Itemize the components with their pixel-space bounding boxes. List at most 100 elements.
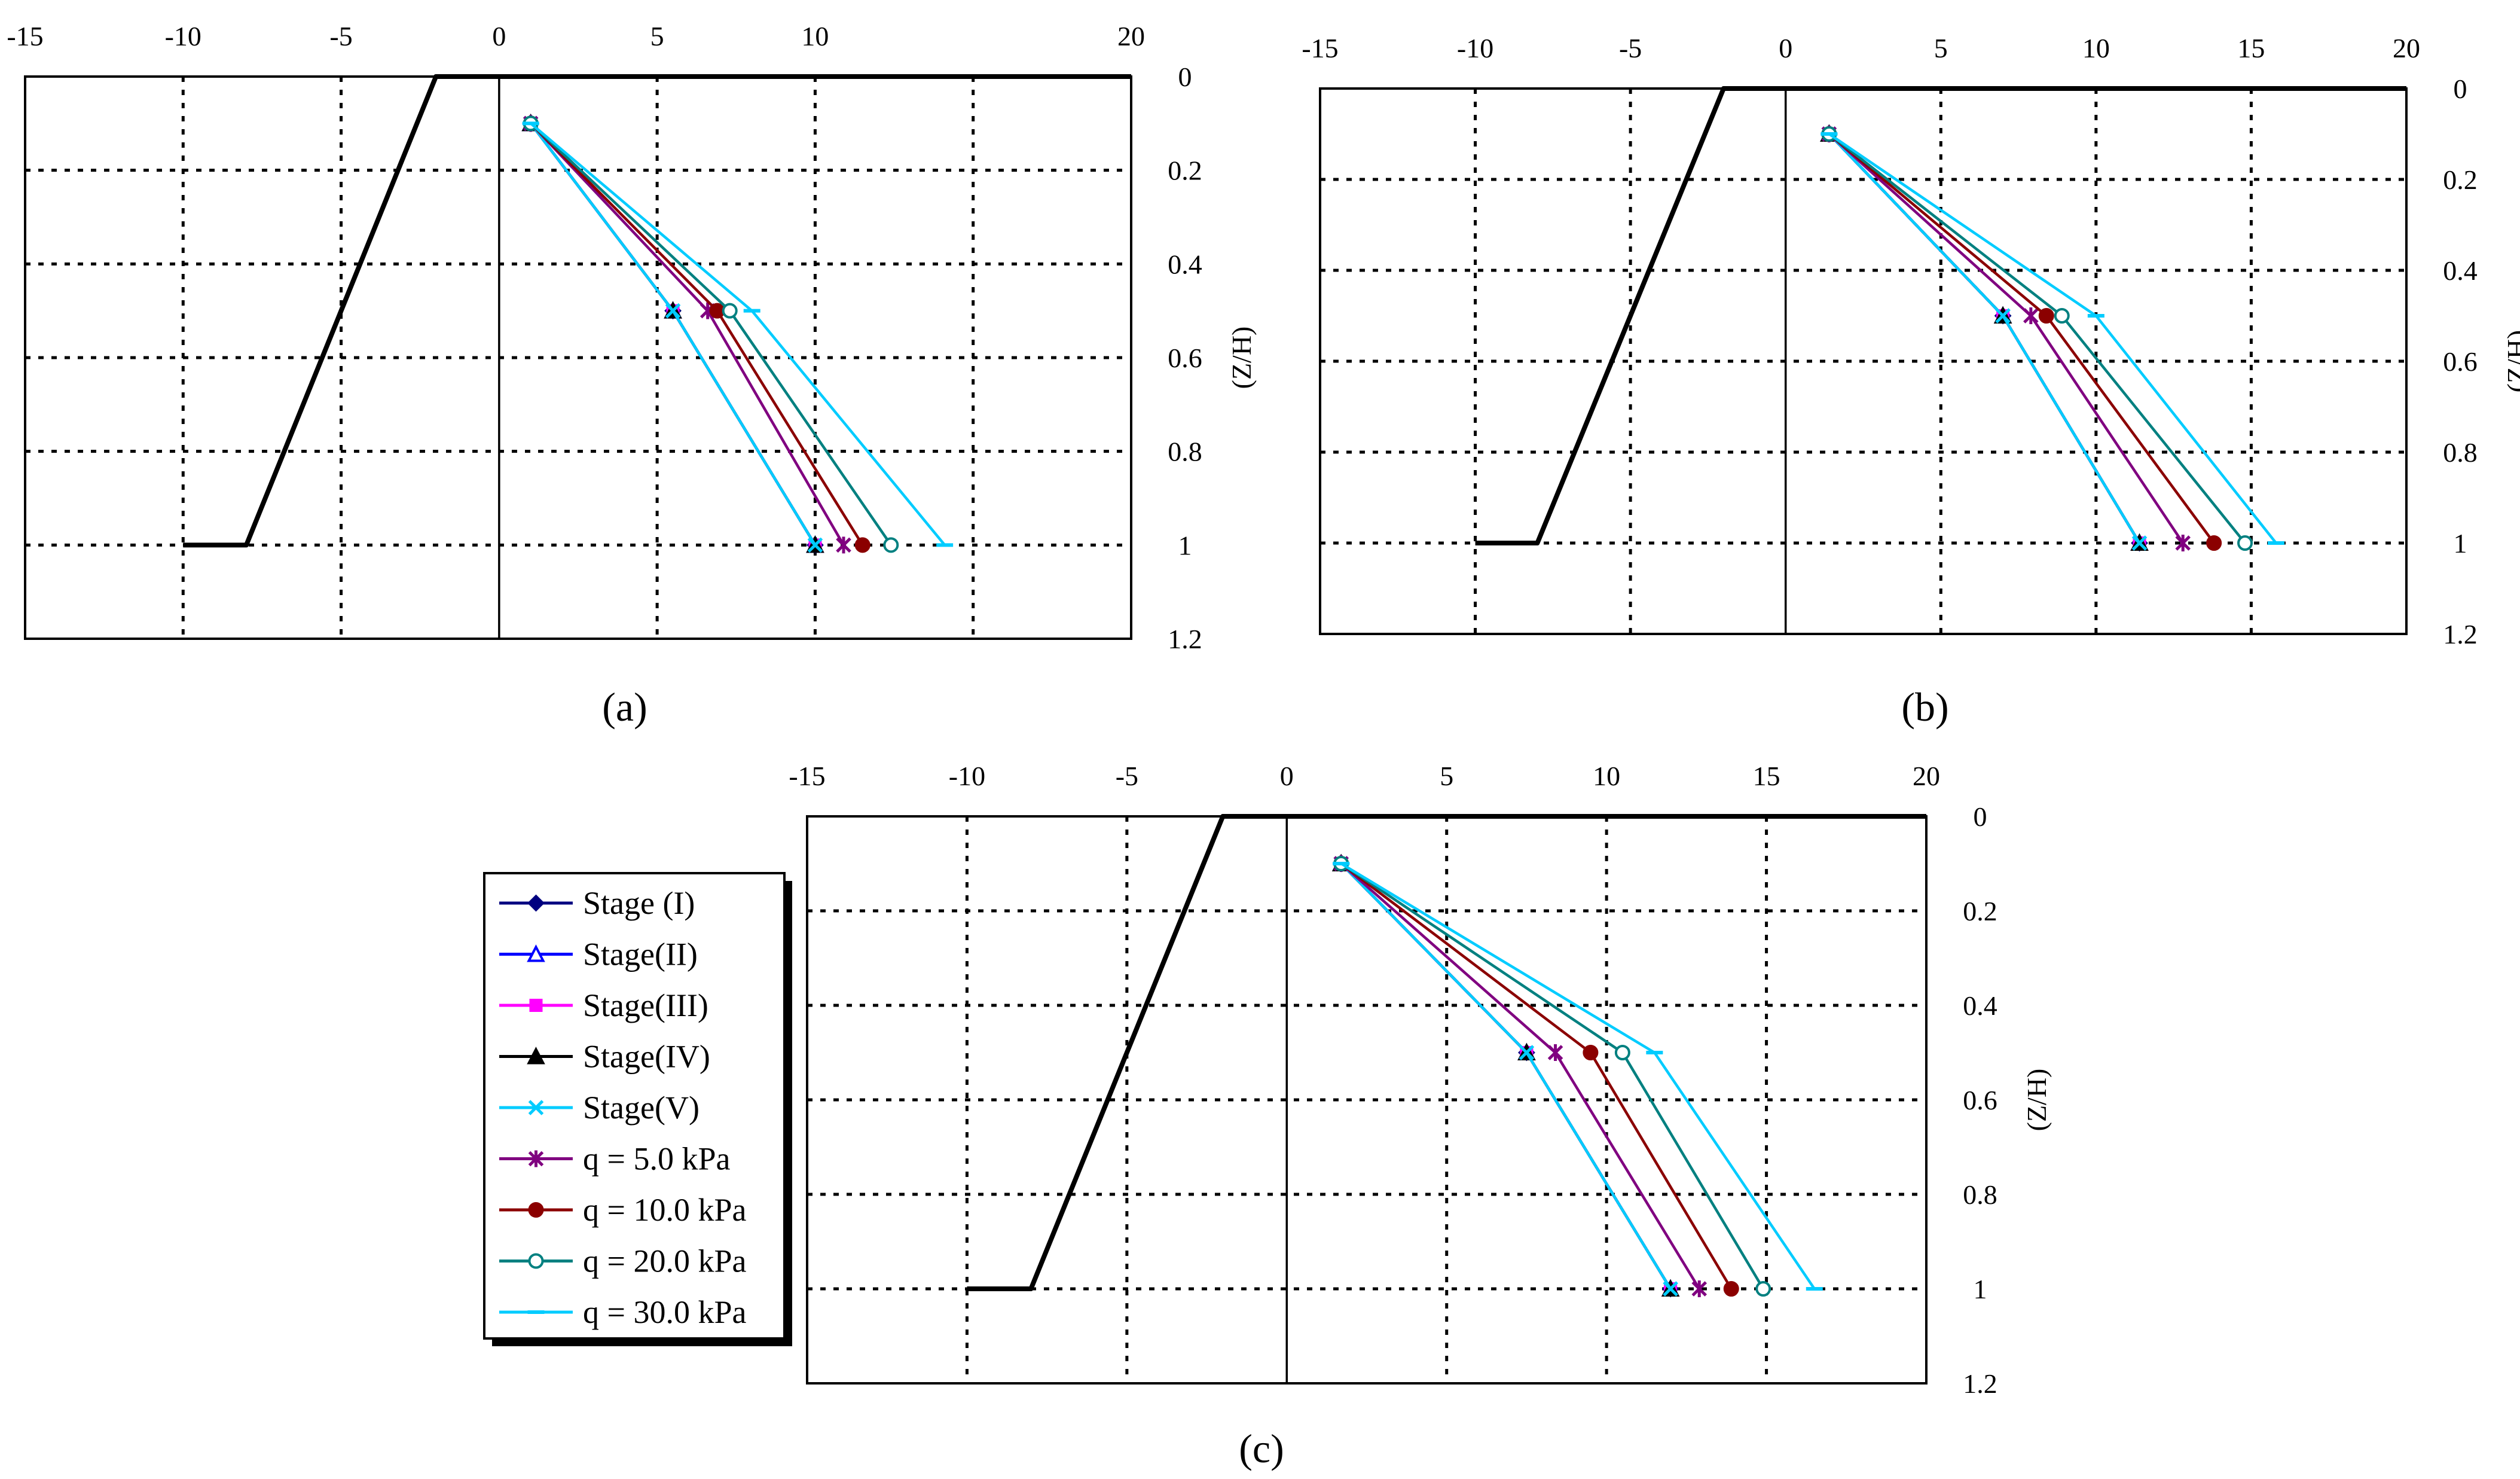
y-tick-label: 0 <box>1178 62 1192 92</box>
chart-panel-a: -15 -10 -5 0 5 10 20 0 0.2 0.4 0.6 0.8 1 1.2 (Z/H) <box>7 21 1257 654</box>
legend-label: q = 20.0 kPa <box>583 1243 746 1279</box>
series-q-10-0-kpa <box>1333 856 1739 1297</box>
y-tick-label: 1 <box>1178 530 1192 560</box>
data-point <box>1663 1281 1678 1297</box>
x-tick-label: -5 <box>329 21 352 51</box>
data-point <box>722 303 738 319</box>
x-tick-label: 15 <box>1753 761 1780 791</box>
wall-outline <box>1475 86 2406 545</box>
data-point <box>807 537 823 553</box>
legend-item: Stage(IV) <box>499 1039 710 1075</box>
series-line <box>1340 862 1672 1290</box>
x-tick-label: -5 <box>1116 761 1138 791</box>
x-tick-label: -5 <box>1619 33 1642 63</box>
legend-label: q = 5.0 kPa <box>583 1141 730 1177</box>
series-line <box>1340 862 1733 1290</box>
data-point <box>854 537 870 553</box>
data-point <box>2206 535 2222 551</box>
series-stage-ii- <box>1331 853 1680 1297</box>
x-tick-label: 10 <box>1593 761 1620 791</box>
y-tick-label: 0.6 <box>1963 1085 1997 1115</box>
series-line <box>1828 133 2141 544</box>
data-point <box>1583 1045 1599 1060</box>
series-line <box>1340 862 1672 1290</box>
y-axis-title: (Z/H) <box>1226 327 1257 389</box>
series-line <box>1828 133 2141 544</box>
series-stage-iii- <box>524 117 822 552</box>
series-q-30-0-kpa <box>1333 862 1823 1291</box>
legend-marker <box>528 1100 544 1115</box>
y-tick-label: 0.6 <box>1168 343 1202 373</box>
data-point <box>1995 308 2011 324</box>
legend-item: q = 10.0 kPa <box>499 1192 746 1228</box>
data-point <box>709 303 725 319</box>
y-tick-label: 0 <box>1974 801 1987 832</box>
series-q-20-0-kpa <box>1333 856 1771 1297</box>
legend-item: q = 30.0 kPa <box>499 1294 746 1330</box>
y-tick-label: 0.2 <box>1168 155 1202 186</box>
y-tick-label: 0.2 <box>1963 896 1997 926</box>
y-tick-label: 1.2 <box>2443 619 2478 649</box>
data-point <box>665 303 681 319</box>
legend-marker <box>527 944 545 962</box>
legend-item: q = 5.0 kPa <box>499 1141 730 1177</box>
x-tick-label: 5 <box>1440 761 1453 791</box>
series-stage-v- <box>1333 856 1678 1297</box>
legend-label: Stage(III) <box>583 987 708 1023</box>
panel-label-a: (a) <box>602 684 647 730</box>
x-tick-label: -10 <box>949 761 985 791</box>
y-tick-label: 0.4 <box>1168 249 1202 279</box>
legend-label: q = 10.0 kPa <box>583 1192 746 1228</box>
series-line <box>1340 862 1672 1290</box>
data-point <box>2054 308 2070 324</box>
series-stage-i- <box>1820 125 2148 552</box>
series-line <box>1828 133 2141 544</box>
data-point <box>2038 308 2054 324</box>
series-stage-v- <box>523 115 823 553</box>
data-point <box>2175 535 2191 551</box>
series-line <box>530 122 864 546</box>
series-stage-iii- <box>1334 857 1678 1295</box>
data-point <box>1519 1045 1535 1060</box>
legend-item: q = 20.0 kPa <box>499 1243 746 1279</box>
data-point <box>2023 307 2039 324</box>
series-line <box>1828 133 2141 544</box>
legend-marker <box>527 894 545 912</box>
chart-panel-c: -15 -10 -5 0 5 10 15 20 0 0.2 0.4 0.6 0.8 1 1.2 (Z/H) <box>789 761 2052 1399</box>
series-stage-ii- <box>521 114 824 553</box>
y-tick-label: 0.6 <box>2443 346 2478 377</box>
x-tick-label: 15 <box>2237 33 2265 63</box>
x-tick-label: 20 <box>1117 21 1145 51</box>
y-tick-label: 0.2 <box>2443 164 2478 195</box>
y-tick-label: 0.8 <box>1168 437 1202 467</box>
series-q-30-0-kpa <box>1820 132 2284 545</box>
series-line <box>1828 133 2246 544</box>
series-line <box>1828 133 2185 544</box>
data-point <box>1614 1045 1630 1060</box>
legend: Stage (I) Stage(II) Stage(III) Stage(IV) Sta… <box>483 872 792 1346</box>
legend-label: Stage (I) <box>583 885 695 921</box>
legend-item: Stage(III) <box>499 987 708 1023</box>
y-axis-title: (Z/H) <box>2501 330 2520 393</box>
legend-item: Stage(II) <box>499 937 698 972</box>
legend-marker <box>528 1150 544 1167</box>
data-point <box>883 537 899 553</box>
x-tick-label: 20 <box>2393 33 2420 63</box>
panel-label-c: (c) <box>1239 1426 1284 1471</box>
x-tick-label: 10 <box>801 21 829 51</box>
wall-outline <box>967 814 1926 1291</box>
legend-marker <box>528 1202 544 1218</box>
data-point <box>2131 535 2148 551</box>
x-tick-label: 0 <box>1280 761 1294 791</box>
series-line <box>1340 862 1672 1290</box>
legend-item: Stage(V) <box>499 1090 700 1126</box>
panel-label-b: (b) <box>1901 684 1948 730</box>
series-stage-iv- <box>521 114 824 553</box>
series-q-5-0-kpa <box>1821 126 2191 551</box>
y-tick-label: 0.8 <box>2443 437 2478 468</box>
y-tick-label: 1.2 <box>1963 1368 1997 1399</box>
y-tick-label: 0 <box>2454 74 2467 104</box>
legend-marker <box>529 999 543 1012</box>
series-line <box>530 122 893 546</box>
